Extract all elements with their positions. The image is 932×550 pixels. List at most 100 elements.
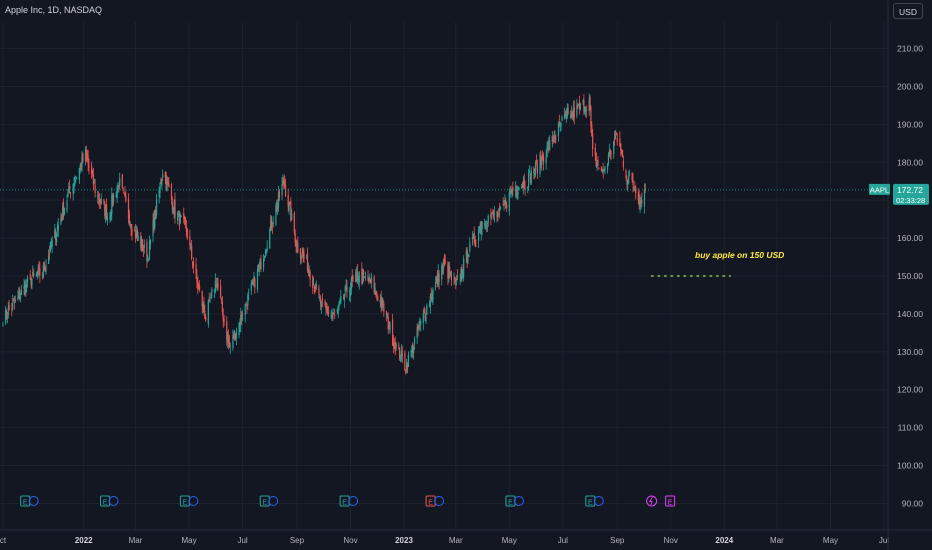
candle-body [539, 154, 541, 174]
candle-body [576, 105, 578, 116]
candle-body [240, 315, 242, 325]
candle-body [628, 177, 630, 183]
candle-body [228, 341, 230, 348]
candle-body [221, 301, 223, 312]
candle-body [141, 239, 143, 251]
candle-body [363, 276, 366, 278]
candle-body [37, 268, 39, 275]
candle-body [79, 164, 81, 172]
candle-body [600, 166, 603, 172]
candle-body [541, 157, 543, 165]
candle-body [277, 192, 280, 207]
candle-body [393, 343, 395, 345]
candle-body [87, 155, 89, 164]
candle-body [257, 267, 259, 270]
dividend-event-icon[interactable] [513, 496, 524, 506]
candle-body [81, 156, 83, 168]
currency-selector[interactable]: USD [893, 3, 923, 19]
candle-body [245, 304, 247, 306]
candle-body [478, 226, 481, 230]
candle-body [472, 234, 474, 236]
candle-body [127, 198, 130, 218]
candle-body [520, 186, 523, 189]
candle-body [192, 262, 195, 268]
candle-body [220, 298, 223, 301]
candle-body [62, 201, 65, 216]
x-tick-label: May [823, 536, 838, 545]
candle-body [592, 133, 594, 150]
candle-body [320, 298, 322, 305]
candle-body [401, 353, 403, 357]
y-tick-label: 160.00 [897, 233, 923, 243]
dividend-event-icon[interactable] [188, 496, 199, 506]
candle-body [640, 200, 642, 204]
candle-body [357, 279, 359, 281]
candle-body [105, 207, 107, 220]
annotation-text[interactable]: buy apple on 150 USD [695, 250, 784, 260]
symbol-badge [869, 183, 890, 195]
candle-body [637, 192, 639, 201]
earnings-event-letter: E [342, 500, 347, 507]
candle-body [608, 150, 610, 155]
earnings-event-icon[interactable] [665, 495, 676, 507]
candle-body [211, 289, 213, 293]
candle-body [628, 174, 631, 176]
candle-body [148, 240, 151, 259]
candle-body [410, 350, 412, 353]
candle-body [428, 304, 431, 306]
candle-body [345, 283, 347, 286]
dividend-event-icon[interactable] [593, 496, 604, 506]
candle-body [158, 189, 160, 197]
candle-body [490, 214, 492, 218]
candle-body [111, 194, 113, 214]
candle-body [564, 112, 567, 114]
candle-body [227, 336, 229, 341]
dividend-event-icon[interactable] [28, 496, 39, 506]
candle-body [614, 137, 616, 140]
candle-body [585, 109, 588, 111]
candle-body [173, 202, 175, 212]
candle-body [337, 306, 339, 314]
candle-body [368, 278, 370, 283]
candle-body [55, 233, 58, 243]
candle-body [258, 265, 260, 273]
candle-body [380, 296, 382, 307]
candle-body [551, 136, 553, 142]
candle-body [639, 200, 641, 207]
x-tick-label: Jul [558, 536, 568, 545]
candle-body [331, 315, 333, 317]
candle-body [523, 178, 525, 188]
candle-body [244, 304, 246, 316]
candle-body [318, 287, 320, 295]
candle-body [435, 277, 438, 282]
candle-body [154, 209, 156, 228]
candle-body [299, 248, 302, 259]
dividend-event-icon[interactable] [268, 496, 279, 506]
candle-body [606, 163, 609, 170]
candle-body [432, 288, 434, 301]
dividend-event-icon[interactable] [348, 496, 359, 506]
candle-body [524, 187, 526, 189]
symbol-title: Apple Inc, 1D, NASDAQ [5, 5, 103, 15]
candle-body [533, 168, 535, 174]
candle-body [383, 303, 385, 312]
candle-body [214, 280, 216, 292]
dividend-event-icon[interactable] [434, 496, 445, 506]
candle-body [141, 239, 144, 252]
candle-body [351, 275, 353, 281]
dividend-event-icon[interactable] [108, 496, 119, 506]
candle-body [25, 283, 27, 294]
candle-body [137, 235, 139, 241]
candle-body [336, 309, 338, 313]
candle-body [241, 312, 243, 320]
x-tick-label: Nov [664, 536, 678, 545]
candle-body [442, 268, 444, 269]
candle-body [598, 168, 600, 170]
split-event-icon[interactable] [646, 495, 658, 507]
candle-body [423, 310, 425, 314]
y-tick-label: 120.00 [897, 385, 923, 395]
candle-body [82, 153, 84, 162]
candle-body [604, 166, 606, 171]
candle-body [238, 322, 240, 336]
